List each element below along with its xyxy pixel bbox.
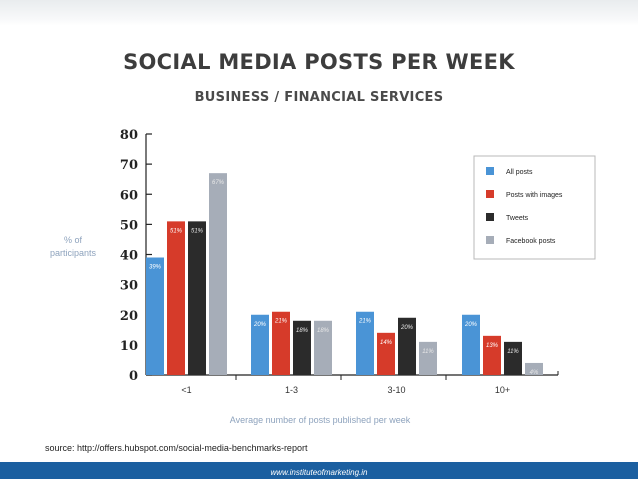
y-tick-label: 60 bbox=[120, 188, 138, 203]
bar-value-label: 11% bbox=[507, 349, 519, 355]
legend-label: Tweets bbox=[506, 215, 529, 222]
bar-value-label: 20% bbox=[464, 322, 478, 328]
legend-label: All posts bbox=[506, 169, 533, 176]
legend-swatch bbox=[486, 213, 494, 221]
legend-label: Posts with images bbox=[506, 192, 563, 199]
bar-value-label: 20% bbox=[400, 325, 414, 331]
y-tick-label: 0 bbox=[129, 369, 138, 384]
chart-title: SOCIAL MEDIA POSTS PER WEEK bbox=[123, 50, 515, 74]
y-tick-label: 70 bbox=[120, 158, 138, 173]
bar-value-label: 51% bbox=[191, 228, 204, 234]
y-tick-label: 40 bbox=[120, 249, 138, 264]
bar bbox=[188, 221, 206, 375]
bar-value-label: 18% bbox=[317, 328, 330, 334]
x-category-label: 10+ bbox=[495, 385, 510, 395]
bar bbox=[272, 311, 290, 375]
bar-value-label: 20% bbox=[253, 322, 267, 328]
bar bbox=[377, 332, 395, 375]
bar bbox=[398, 317, 416, 375]
bar-value-label: 51% bbox=[170, 228, 183, 234]
y-tick-label: 80 bbox=[120, 128, 138, 143]
x-category-label: 1-3 bbox=[285, 385, 298, 395]
top-band bbox=[0, 0, 638, 26]
legend-swatch bbox=[486, 236, 494, 244]
bar-value-label: 14% bbox=[380, 340, 393, 346]
y-tick-label: 20 bbox=[120, 309, 138, 324]
bar-value-label: 39% bbox=[149, 265, 162, 271]
x-axis-label: Average number of posts published per we… bbox=[230, 415, 411, 425]
footer-url[interactable]: www.instituteofmarketing.in bbox=[270, 468, 368, 477]
bar bbox=[146, 257, 164, 375]
x-category-label: 3-10 bbox=[387, 385, 405, 395]
bar-value-label: 67% bbox=[212, 180, 225, 186]
bar bbox=[167, 221, 185, 375]
chart-subtitle: BUSINESS / FINANCIAL SERVICES bbox=[194, 90, 444, 105]
bar bbox=[251, 314, 269, 375]
bar bbox=[525, 362, 543, 375]
bar-value-label: 21% bbox=[358, 319, 372, 325]
footer-bar: www.instituteofmarketing.in bbox=[0, 462, 638, 479]
legend-swatch bbox=[486, 167, 494, 175]
y-tick-label: 10 bbox=[120, 339, 138, 354]
bar-value-label: 4% bbox=[530, 370, 539, 376]
bar bbox=[462, 314, 480, 375]
legend-swatch bbox=[486, 190, 494, 198]
bar-value-label: 13% bbox=[486, 343, 499, 349]
bar-value-label: 11% bbox=[422, 349, 434, 355]
y-axis-label-line2: participants bbox=[50, 248, 97, 258]
bar bbox=[209, 173, 227, 375]
bar bbox=[504, 341, 522, 375]
bar bbox=[419, 341, 437, 375]
source-note: source: http://offers.hubspot.com/social… bbox=[45, 443, 308, 453]
bar bbox=[483, 335, 501, 375]
bar-value-label: 21% bbox=[274, 319, 288, 325]
x-category-label: <1 bbox=[181, 385, 191, 395]
y-tick-label: 30 bbox=[120, 279, 138, 294]
y-axis-label-line1: % of bbox=[64, 235, 83, 245]
legend-label: Facebook posts bbox=[506, 238, 556, 245]
bar bbox=[293, 320, 311, 375]
bar-value-label: 18% bbox=[296, 328, 309, 334]
legend-box bbox=[473, 155, 596, 260]
bar bbox=[356, 311, 374, 375]
y-tick-label: 50 bbox=[120, 218, 138, 233]
bar bbox=[314, 320, 332, 375]
